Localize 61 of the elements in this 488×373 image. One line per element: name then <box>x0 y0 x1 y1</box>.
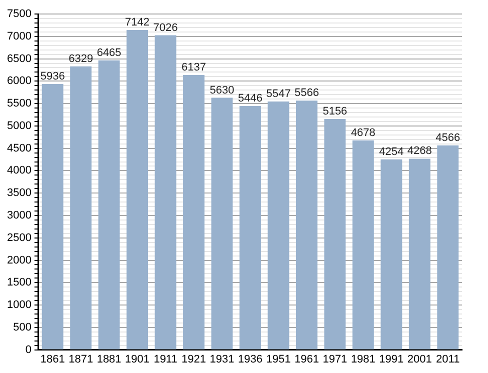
x-tick-label: 1871 <box>68 353 94 366</box>
x-tick-label: 1931 <box>210 353 234 366</box>
bar <box>296 100 318 350</box>
data-label: 6329 <box>68 52 94 65</box>
data-label: 4268 <box>407 145 432 158</box>
data-label: 5630 <box>210 84 234 96</box>
data-label: 5446 <box>238 92 262 104</box>
x-tick-label: 1991 <box>379 353 404 366</box>
bar <box>154 35 176 350</box>
bar <box>240 106 261 350</box>
y-tick-label: 3000 <box>6 210 32 222</box>
y-tick-label: 7000 <box>6 30 32 42</box>
data-label: 7142 <box>125 16 150 29</box>
y-tick-label: 500 <box>13 321 32 334</box>
x-tick-label: 1971 <box>322 353 348 366</box>
x-tick-label: 1861 <box>40 353 65 366</box>
bar <box>437 145 459 350</box>
data-label: 4254 <box>379 146 404 158</box>
x-tick-label: 2001 <box>407 353 432 366</box>
bar <box>42 84 64 350</box>
y-tick-label: 2500 <box>6 232 32 244</box>
y-tick-label: 1500 <box>6 276 32 289</box>
data-label: 4678 <box>350 126 376 139</box>
x-tick-label: 2011 <box>436 353 460 366</box>
y-tick-label: 0 <box>25 344 32 356</box>
bar <box>408 158 430 350</box>
y-tick-label: 4000 <box>6 164 32 177</box>
y-tick-label: 1000 <box>6 299 32 312</box>
y-tick-label: 6500 <box>6 52 32 65</box>
bar <box>268 101 290 350</box>
data-label: 6465 <box>96 46 122 59</box>
bar <box>183 75 204 350</box>
data-label: 5156 <box>322 105 348 118</box>
bar <box>211 98 233 350</box>
bar <box>352 140 374 350</box>
x-tick-label: 1981 <box>350 353 376 366</box>
y-tick-label: 6000 <box>6 75 32 88</box>
y-tick-label: 4500 <box>6 142 32 154</box>
x-tick-label: 1951 <box>266 353 291 366</box>
bar <box>324 118 346 350</box>
y-tick-label: 2000 <box>6 254 32 266</box>
data-label: 4566 <box>436 132 460 144</box>
x-tick-label: 1911 <box>154 353 178 366</box>
data-label: 7026 <box>153 22 178 34</box>
y-tick-label: 3500 <box>6 187 32 200</box>
x-tick-label: 1901 <box>125 353 150 366</box>
bar <box>380 159 402 350</box>
bar <box>70 66 92 350</box>
data-label: 5547 <box>266 88 291 100</box>
data-label: 6137 <box>182 62 206 74</box>
y-tick-label: 7500 <box>6 8 32 20</box>
x-tick-label: 1881 <box>96 353 122 366</box>
y-tick-label: 5000 <box>6 120 32 132</box>
y-tick-label: 5500 <box>6 98 32 110</box>
x-tick-label: 1961 <box>294 353 319 366</box>
bar <box>98 60 120 350</box>
x-tick-label: 1921 <box>182 353 206 366</box>
data-label: 5566 <box>294 87 319 100</box>
x-tick-label: 1936 <box>238 353 262 366</box>
data-label: 5936 <box>40 70 65 83</box>
bar <box>126 30 148 350</box>
